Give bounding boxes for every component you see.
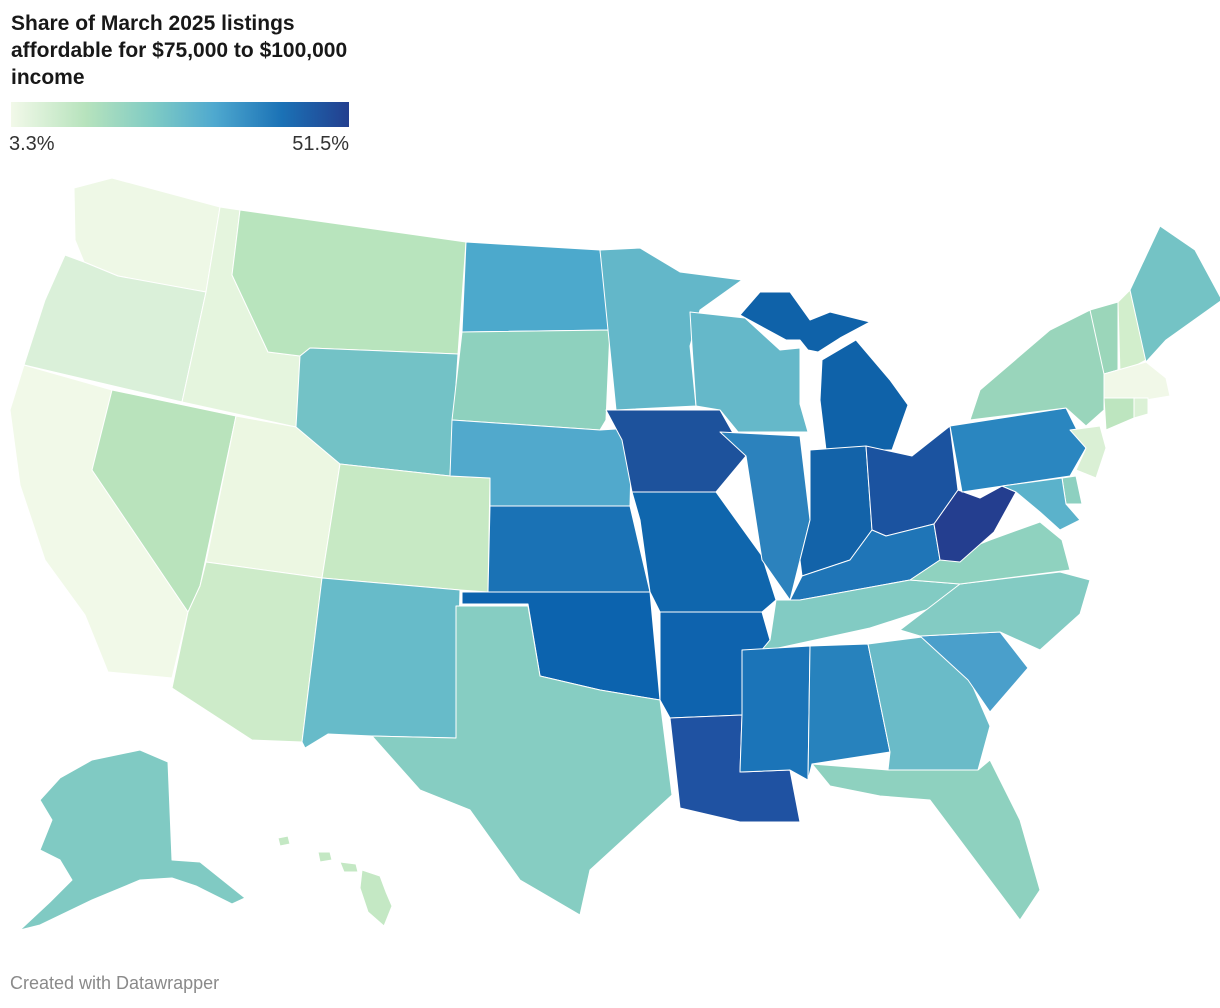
legend-min-label: 3.3%	[9, 133, 55, 155]
state-co[interactable]	[321, 463, 491, 593]
state-nj[interactable]	[1069, 425, 1107, 479]
state-ak[interactable]	[19, 749, 246, 931]
state-il[interactable]	[719, 431, 811, 601]
state-ms[interactable]	[739, 645, 811, 781]
state-ny[interactable]	[969, 309, 1105, 427]
state-md[interactable]	[1001, 477, 1081, 531]
state-hi[interactable]	[317, 851, 333, 863]
legend-color-scale	[11, 102, 349, 127]
state-tx[interactable]	[371, 605, 673, 916]
state-sd[interactable]	[451, 329, 611, 431]
state-fl[interactable]	[811, 759, 1041, 921]
legend-max-label: 51.5%	[292, 133, 349, 155]
state-ct[interactable]	[1103, 397, 1135, 431]
state-hi[interactable]	[339, 861, 359, 873]
state-ri[interactable]	[1133, 397, 1149, 419]
map-title: Share of March 2025 listings affordable …	[11, 12, 348, 89]
state-mi[interactable]	[739, 291, 871, 353]
state-me[interactable]	[1129, 225, 1220, 363]
state-ks[interactable]	[487, 505, 651, 593]
state-al[interactable]	[807, 643, 891, 781]
state-hi[interactable]	[277, 835, 291, 847]
state-hi[interactable]	[359, 869, 393, 927]
state-mn[interactable]	[599, 247, 743, 411]
datawrapper-credit: Created with Datawrapper	[10, 973, 220, 993]
state-nd[interactable]	[461, 241, 611, 333]
state-mt[interactable]	[231, 209, 467, 357]
state-nm[interactable]	[301, 577, 461, 749]
state-mi[interactable]	[819, 339, 909, 451]
state-wi[interactable]	[689, 311, 809, 433]
